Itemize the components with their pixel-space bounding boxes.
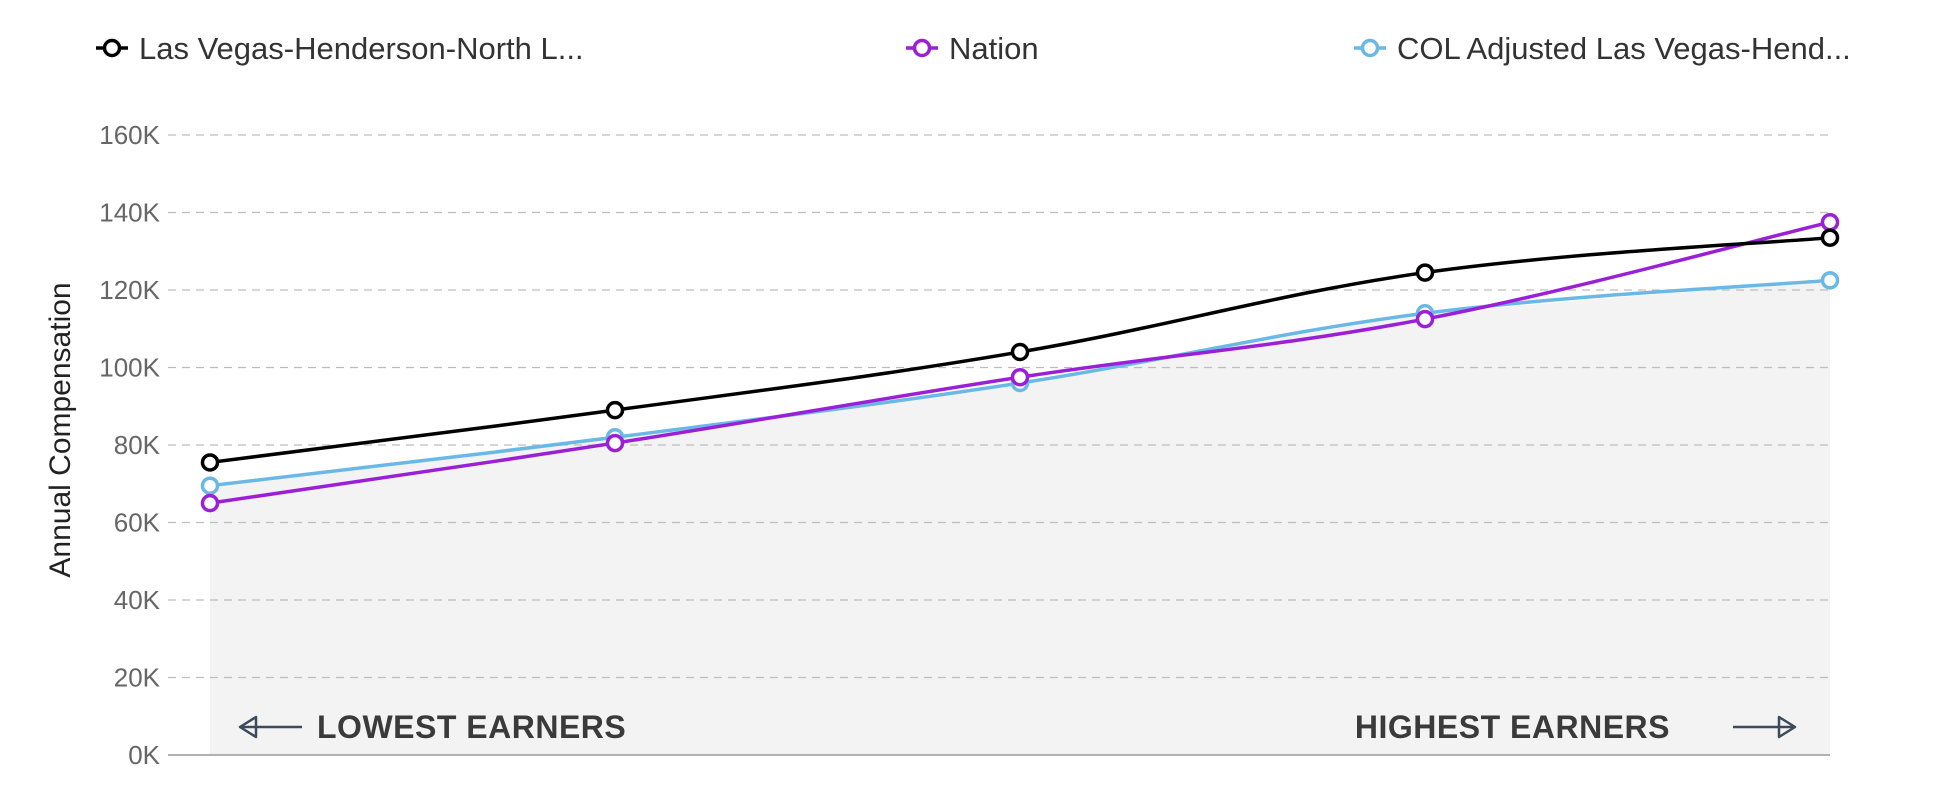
legend-item[interactable]: Nation — [906, 31, 1039, 66]
legend-item[interactable]: Las Vegas-Henderson-North L... — [96, 31, 584, 66]
y-tick-label: 160K — [99, 120, 160, 150]
data-point[interactable] — [1010, 342, 1030, 362]
legend: Las Vegas-Henderson-North L... Nation COL … — [96, 31, 1851, 66]
y-tick-label: 40K — [114, 585, 161, 615]
annotation-layer: LOWEST EARNERS HIGHEST EARNERS — [238, 709, 1797, 745]
legend-label: Las Vegas-Henderson-North L... — [139, 31, 584, 66]
left-arrow-icon — [238, 715, 302, 739]
data-point[interactable] — [605, 400, 625, 420]
data-point[interactable] — [200, 476, 220, 495]
data-point[interactable] — [200, 453, 220, 472]
grid-layer — [168, 134, 1830, 756]
series-0 — [200, 228, 1840, 472]
right-arrow-icon — [1733, 715, 1797, 739]
circle-marker-icon — [96, 38, 128, 58]
y-tick-label: 140K — [99, 198, 160, 228]
highest-earners-label: HIGHEST EARNERS — [1355, 709, 1670, 745]
y-tick-label: 80K — [114, 430, 161, 460]
data-point[interactable] — [605, 433, 625, 453]
y-tick-label: 0K — [128, 740, 160, 770]
data-point[interactable] — [1820, 271, 1840, 290]
series-layer — [200, 212, 1840, 513]
circle-marker-icon — [906, 38, 938, 58]
data-point[interactable] — [1415, 263, 1435, 282]
circle-marker-icon — [1354, 38, 1386, 58]
lowest-earners-label: LOWEST EARNERS — [317, 709, 626, 745]
data-point[interactable] — [1010, 367, 1030, 387]
y-tick-label: 120K — [99, 275, 160, 305]
data-point[interactable] — [1820, 212, 1840, 232]
legend-label: Nation — [949, 31, 1039, 66]
y-axis-title: Annual Compensation — [44, 282, 77, 577]
shaded-area-layer — [210, 280, 1830, 755]
shaded-area — [210, 280, 1830, 755]
legend-label: COL Adjusted Las Vegas-Hend... — [1397, 31, 1851, 66]
data-point[interactable] — [1820, 228, 1840, 247]
y-tick-label: 60K — [114, 508, 161, 538]
y-tick-label: 20K — [114, 663, 161, 693]
legend-item[interactable]: COL Adjusted Las Vegas-Hend... — [1354, 31, 1851, 66]
data-point[interactable] — [200, 493, 220, 513]
y-tick-label: 100K — [99, 353, 160, 383]
y-tick-labels: 0K 20K 40K 60K 80K 100K 120K 140K 160K — [99, 120, 160, 770]
data-point[interactable] — [1415, 309, 1435, 329]
